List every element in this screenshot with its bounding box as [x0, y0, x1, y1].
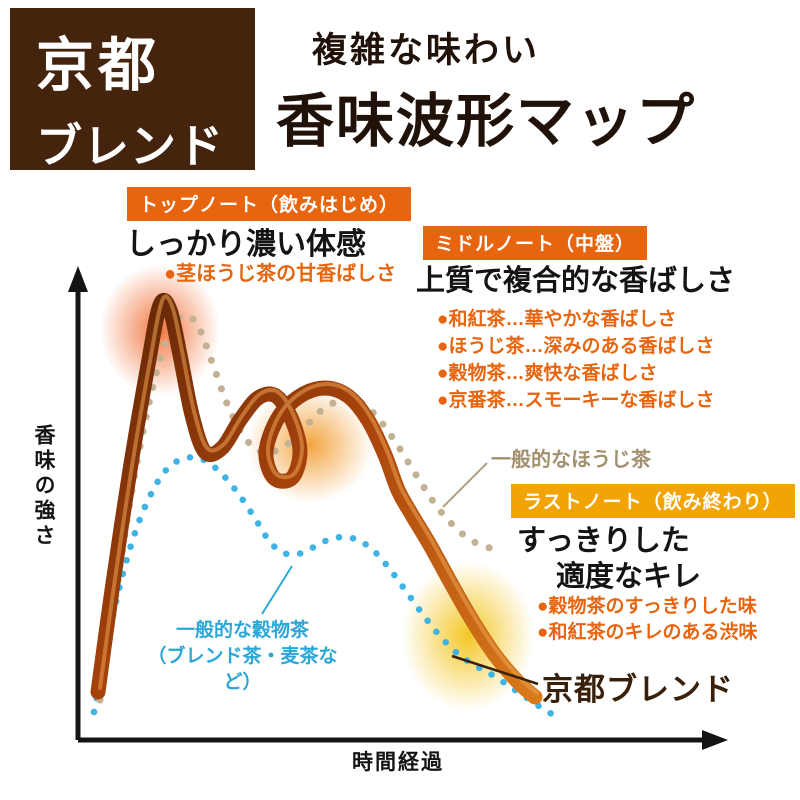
grain-tea-label-line1: 一般的な穀物茶: [175, 620, 309, 641]
top-note-badge: トップノート（飲みはじめ）: [127, 187, 412, 221]
grain-tea-series-label: 一般的な穀物茶 （ブレンド茶・麦茶など）: [135, 618, 350, 696]
last-note-badge: ラストノート（飲み終わり）: [511, 484, 795, 518]
hojicha-series-label: 一般的なほうじ茶: [491, 449, 651, 471]
last-note-heading-line1: すっきりした: [517, 525, 690, 557]
middle-note-heading: 上質で複合的な香ばしさ: [416, 265, 736, 297]
page-subtitle: 複雑な味わい: [312, 31, 541, 70]
x-axis-label: 時間経過: [352, 751, 444, 774]
kyoto-blend-ribbon-highlight: [98, 294, 539, 695]
middle-note-bullets: ●和紅茶…華やかな香ばしさ ●ほうじ茶…深みのある香ばしさ ●穀物茶…爽快な香ば…: [437, 306, 714, 414]
middle-note-bullet: ●京番茶…スモーキーな香ばしさ: [437, 390, 715, 411]
grain-tea-dotted-curve: [90, 454, 566, 722]
kyoto-blend-series-label: 京都ブレンド: [542, 672, 734, 707]
y-axis-arrowhead: [68, 266, 88, 292]
last-note-heading-line2: 適度なキレ: [556, 561, 702, 593]
last-note-bullet: ●和紅茶のキレのある渋味: [537, 622, 758, 643]
middle-note-bullet: ●和紅茶…華やかな香ばしさ: [437, 309, 677, 330]
y-axis-label: 香味の強さ: [32, 424, 55, 549]
middle-note-badge: ミドルノート（中盤）: [423, 226, 648, 260]
grain-pointer-line: [261, 565, 293, 615]
brand-box: 京都 ブレンド: [10, 8, 255, 172]
middle-note-bullet: ●穀物茶…爽快な香ばしさ: [437, 363, 658, 384]
x-axis-arrowhead: [702, 730, 728, 750]
hojicha-pointer-line: [442, 462, 488, 508]
brand-name-line2: ブレンド: [36, 120, 224, 172]
grain-tea-label-line2: （ブレンド茶・麦茶など）: [147, 646, 338, 693]
brand-name-line1: 京都: [36, 33, 161, 98]
page-title: 香味波形マップ: [276, 89, 697, 154]
top-note-heading: しっかり濃い体感: [126, 228, 366, 261]
middle-note-bullet: ●ほうじ茶…深みのある香ばしさ: [437, 336, 715, 357]
top-note-bullet: ●茎ほうじ茶の甘香ばしさ: [164, 263, 397, 285]
last-note-bullet: ●穀物茶のすっきりした味: [537, 596, 757, 617]
last-note-bullets: ●穀物茶のすっきりした味 ●和紅茶のキレのある渋味: [537, 594, 757, 646]
kyoto-pointer-line: [451, 654, 539, 686]
